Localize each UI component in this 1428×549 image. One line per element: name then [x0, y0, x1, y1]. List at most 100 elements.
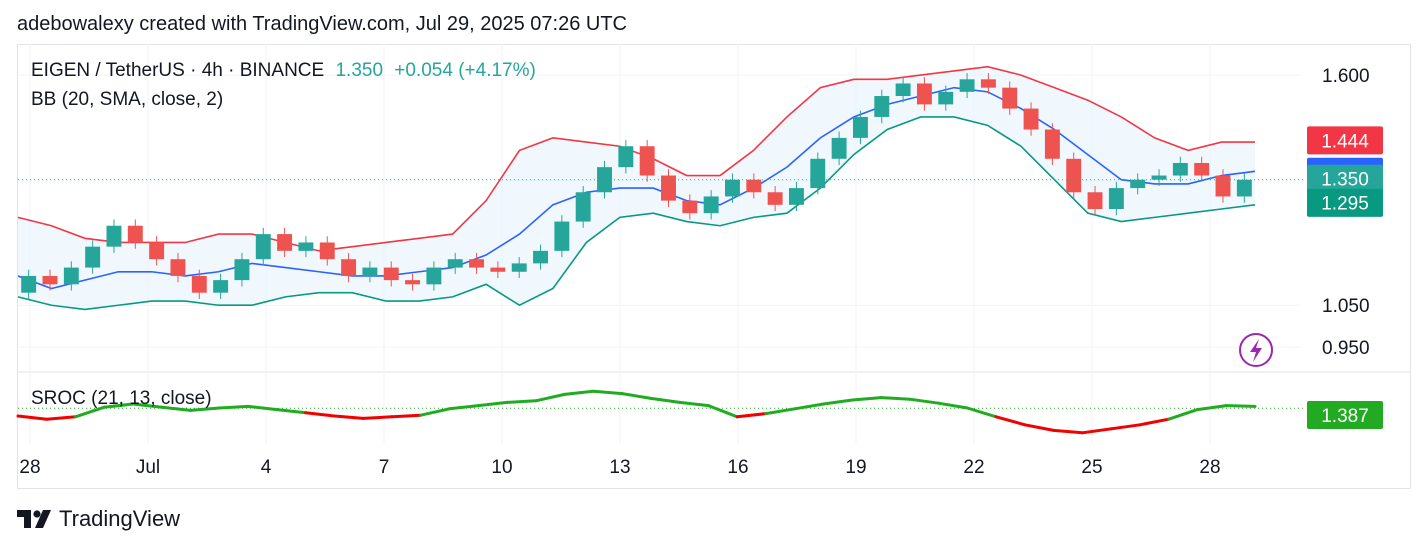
sroc-segment — [505, 399, 538, 404]
tradingview-footer[interactable]: TradingView — [17, 506, 180, 532]
candle-body — [980, 79, 996, 88]
x-tick-label: 25 — [1081, 457, 1102, 478]
symbol-legend[interactable]: EIGEN / TetherUS · 4h · BINANCE 1.350 +0… — [31, 60, 536, 82]
candle-body — [1130, 179, 1146, 189]
candle-body — [852, 116, 868, 138]
sroc-segment — [937, 401, 969, 410]
candle-body — [405, 280, 421, 285]
candle-body — [1108, 188, 1124, 209]
candle-body — [874, 96, 890, 117]
candle-body — [575, 192, 591, 222]
sroc-segment — [102, 402, 135, 409]
chart-frame — [17, 44, 1411, 489]
x-tick-label: 10 — [491, 457, 512, 478]
candle-body — [213, 280, 229, 293]
x-tick-label: 4 — [261, 457, 272, 478]
sroc-segment — [246, 404, 279, 412]
sroc-segment — [217, 404, 250, 410]
candle-body — [1151, 175, 1167, 180]
candle-body — [1087, 192, 1103, 209]
y-tick-label: 0.950 — [1322, 338, 1370, 359]
sroc-segment — [1138, 417, 1171, 427]
candle-body — [319, 242, 335, 260]
x-tick-label: 13 — [609, 457, 630, 478]
candle-body — [1215, 175, 1231, 197]
sroc-segment — [850, 396, 883, 402]
candle-body — [149, 242, 165, 260]
x-tick-label: 16 — [727, 457, 748, 478]
sroc-segment — [448, 404, 480, 411]
candle-body — [63, 267, 79, 285]
x-tick-label: 7 — [379, 457, 390, 478]
tradingview-wordmark: TradingView — [59, 506, 181, 531]
candle-body — [1044, 129, 1060, 159]
sroc-segment — [16, 414, 49, 421]
sroc-segment — [879, 396, 912, 401]
sroc-segment — [189, 406, 221, 412]
candle-body — [170, 259, 186, 276]
bb-lower-line — [17, 116, 1256, 311]
candle-body — [746, 179, 762, 193]
sroc-segment — [361, 415, 394, 420]
sroc-segment — [1224, 404, 1257, 408]
sroc-segment — [1167, 408, 1199, 421]
candle-body — [85, 246, 101, 268]
sroc-segment — [563, 389, 595, 396]
candle-body — [810, 158, 826, 189]
sroc-segment — [476, 400, 509, 408]
candle-body — [916, 83, 932, 105]
candle-body — [255, 234, 271, 260]
sroc-segment — [1080, 427, 1113, 435]
candle-body — [1236, 179, 1252, 197]
sroc-segment — [74, 405, 106, 419]
sroc-segment — [764, 407, 797, 416]
sroc-segment — [534, 392, 567, 403]
candle-body — [618, 146, 634, 168]
sroc-value-label: 1.387 — [1321, 406, 1369, 427]
candle-body — [490, 267, 506, 272]
candle-body — [362, 267, 378, 276]
candle-body — [42, 275, 58, 285]
candle-body — [767, 192, 783, 205]
y-tick-label: 1.600 — [1322, 66, 1370, 87]
sroc-segment — [1109, 423, 1142, 431]
symbol-title: EIGEN / TetherUS · 4h · BINANCE — [31, 60, 325, 81]
candle-body — [788, 188, 804, 205]
sroc-segment — [591, 389, 624, 396]
candle-body — [127, 225, 143, 243]
sroc-segment — [649, 396, 682, 404]
y-tick-label: 1.050 — [1322, 296, 1370, 317]
price-badge — [1307, 188, 1383, 217]
sroc-segment — [678, 400, 710, 408]
candle-body — [533, 250, 548, 264]
candle-body — [341, 259, 357, 276]
sroc-segment — [275, 408, 308, 415]
candle-body — [426, 267, 442, 285]
candle-body — [725, 179, 740, 197]
x-tick-label: 22 — [963, 457, 984, 478]
sroc-segment — [735, 412, 768, 419]
bb-upper-line — [17, 65, 1255, 252]
x-tick-label: Jul — [136, 457, 160, 478]
sroc-segment — [332, 414, 365, 420]
candle-body — [703, 196, 719, 214]
candle-body — [661, 175, 676, 201]
candle-body — [447, 259, 463, 268]
sroc-segment — [908, 397, 941, 405]
candle-body — [682, 200, 698, 214]
sroc-segment — [1023, 423, 1056, 432]
sroc-segment — [304, 411, 336, 418]
sroc-segment — [1195, 404, 1228, 412]
candle-body — [959, 79, 975, 92]
candle-body — [1194, 162, 1210, 176]
candle-body — [895, 83, 911, 97]
sroc-segment — [821, 398, 854, 406]
bb-legend[interactable]: BB (20, SMA, close, 2) — [31, 89, 224, 110]
candle-body — [234, 259, 250, 281]
candle-body — [469, 259, 485, 268]
last-price: 1.350 — [335, 60, 384, 81]
sroc-legend[interactable]: SROC (21, 13, close) — [31, 388, 212, 409]
sroc-segment — [131, 402, 164, 409]
candle-body — [938, 91, 954, 105]
